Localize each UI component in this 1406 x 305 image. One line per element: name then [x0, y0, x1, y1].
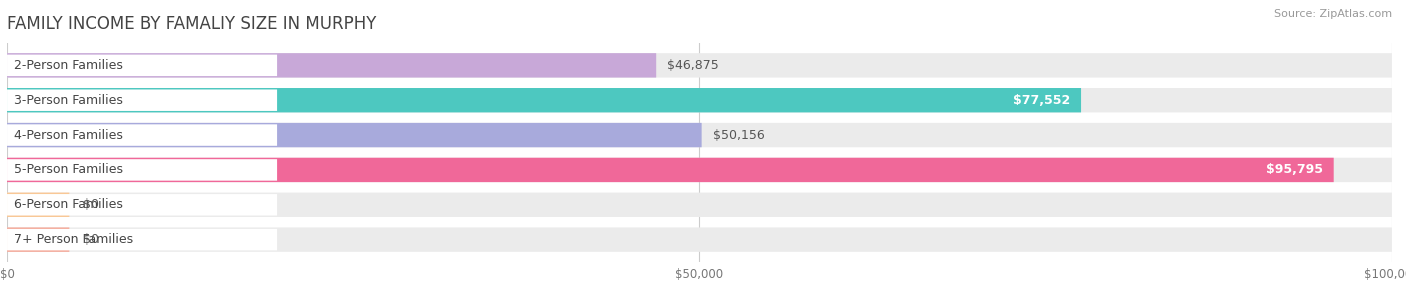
FancyBboxPatch shape	[7, 192, 1392, 217]
FancyBboxPatch shape	[7, 88, 1392, 113]
Text: 4-Person Families: 4-Person Families	[14, 129, 122, 142]
FancyBboxPatch shape	[7, 89, 277, 111]
FancyBboxPatch shape	[7, 158, 1392, 182]
Text: $77,552: $77,552	[1012, 94, 1070, 107]
Text: 7+ Person Families: 7+ Person Families	[14, 233, 134, 246]
Text: 5-Person Families: 5-Person Families	[14, 163, 122, 176]
Text: $50,156: $50,156	[713, 129, 765, 142]
FancyBboxPatch shape	[7, 194, 277, 216]
Text: 6-Person Families: 6-Person Families	[14, 198, 122, 211]
Text: $46,875: $46,875	[668, 59, 718, 72]
FancyBboxPatch shape	[7, 228, 69, 252]
Text: $0: $0	[83, 198, 100, 211]
Text: FAMILY INCOME BY FAMALIY SIZE IN MURPHY: FAMILY INCOME BY FAMALIY SIZE IN MURPHY	[7, 15, 377, 33]
Text: Source: ZipAtlas.com: Source: ZipAtlas.com	[1274, 9, 1392, 19]
Text: $0: $0	[83, 233, 100, 246]
FancyBboxPatch shape	[7, 229, 277, 250]
FancyBboxPatch shape	[7, 159, 277, 181]
FancyBboxPatch shape	[7, 228, 1392, 252]
FancyBboxPatch shape	[7, 158, 1334, 182]
FancyBboxPatch shape	[7, 88, 1081, 113]
FancyBboxPatch shape	[7, 55, 277, 76]
Text: 3-Person Families: 3-Person Families	[14, 94, 122, 107]
FancyBboxPatch shape	[7, 123, 1392, 147]
FancyBboxPatch shape	[7, 124, 277, 146]
FancyBboxPatch shape	[7, 192, 69, 217]
FancyBboxPatch shape	[7, 53, 657, 77]
Text: $95,795: $95,795	[1265, 163, 1323, 176]
FancyBboxPatch shape	[7, 53, 1392, 77]
Text: 2-Person Families: 2-Person Families	[14, 59, 122, 72]
FancyBboxPatch shape	[7, 123, 702, 147]
